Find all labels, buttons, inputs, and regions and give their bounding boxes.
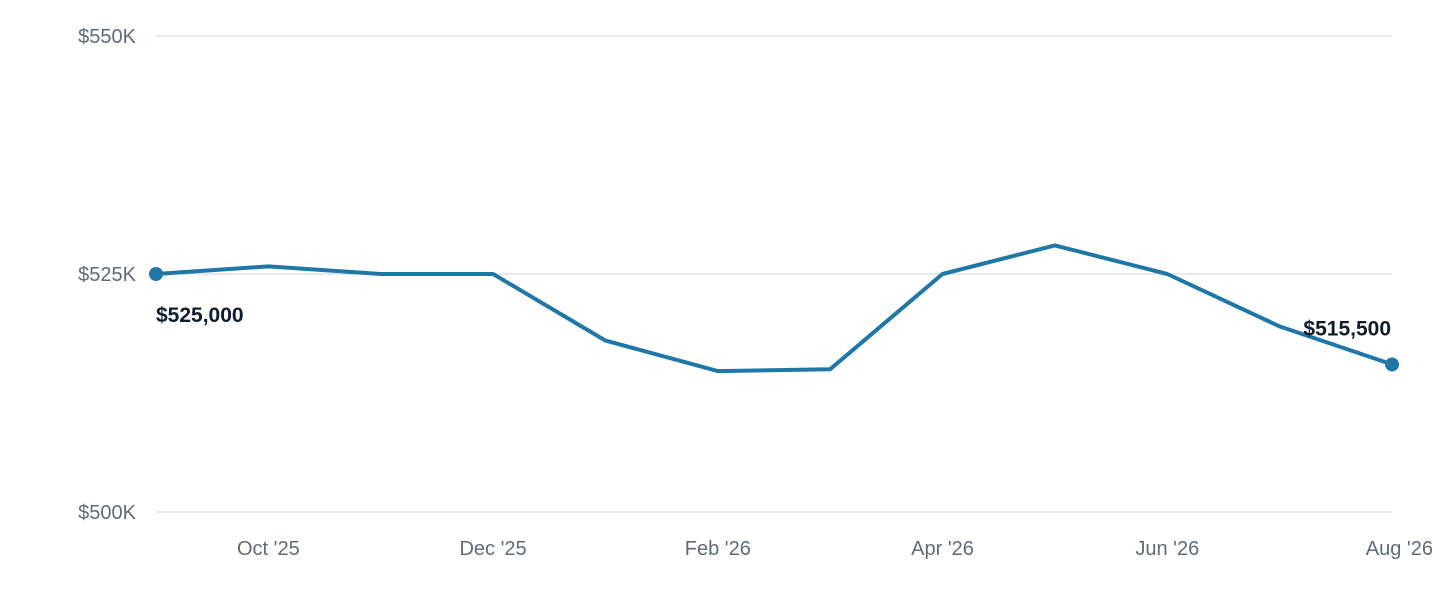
x-tick-label: Feb '26 — [685, 538, 751, 560]
y-tick-label: $500K — [78, 502, 136, 524]
data-labels: $525,000 $515,500 — [156, 304, 1391, 340]
x-tick-label: Jun '26 — [1135, 538, 1199, 560]
end-value-label: $515,500 — [1303, 317, 1391, 340]
x-tick-label: Oct '25 — [237, 538, 300, 560]
start-value-label: $525,000 — [156, 304, 244, 327]
x-tick-label: Aug '26 — [1366, 538, 1433, 560]
gridlines — [156, 35, 1392, 513]
x-tick-label: Dec '25 — [459, 538, 526, 560]
start-point-marker[interactable] — [149, 267, 163, 281]
series-layer — [149, 243, 1399, 374]
x-axis-ticks: Oct '25 Dec '25 Feb '26 Apr '26 Jun '26 Aug '… — [237, 538, 1433, 560]
x-tick-label: Apr '26 — [911, 538, 974, 560]
series-line — [154, 243, 1394, 374]
y-axis-ticks: $500K $525K $550K — [78, 26, 136, 524]
y-tick-label: $550K — [78, 26, 136, 48]
end-point-marker[interactable] — [1385, 357, 1399, 372]
y-tick-label: $525K — [78, 264, 136, 286]
